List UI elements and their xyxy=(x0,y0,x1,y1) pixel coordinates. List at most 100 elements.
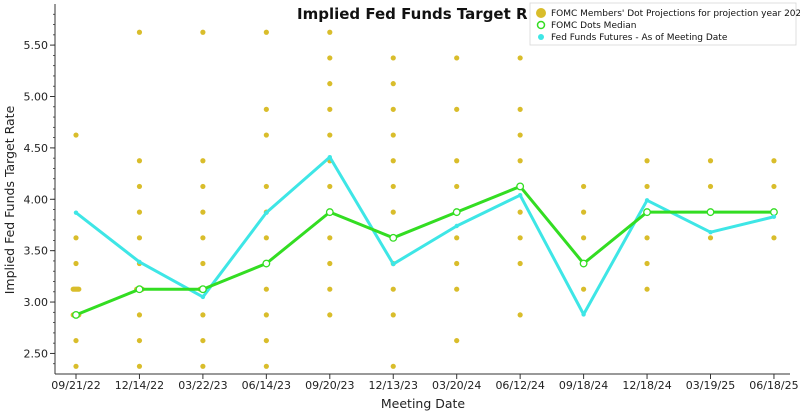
x-tick-label: 03/19/25 xyxy=(686,379,735,392)
dot-projection xyxy=(327,235,333,241)
y-tick-label: 3.50 xyxy=(24,245,49,258)
median-point xyxy=(452,208,461,217)
dot-projection xyxy=(517,235,523,241)
dot-projection xyxy=(390,158,396,164)
dot-projection xyxy=(263,286,269,292)
dot-projection xyxy=(390,132,396,138)
dot-projection xyxy=(136,29,143,35)
x-tick-label: 06/18/25 xyxy=(749,379,798,392)
dot-projection xyxy=(581,235,587,241)
dot-projection xyxy=(517,106,523,112)
dot-projection xyxy=(73,337,79,344)
x-tick-label: 09/21/22 xyxy=(51,379,100,392)
dot-projection xyxy=(517,260,523,267)
dot-projection xyxy=(327,55,333,61)
y-tick-label: 5.00 xyxy=(24,91,49,104)
y-tick-label: 2.50 xyxy=(24,347,49,360)
dot-projection xyxy=(454,337,460,344)
dot-projection xyxy=(263,337,269,344)
dot-projection xyxy=(390,312,396,318)
dot-projection xyxy=(644,158,650,164)
legend: FOMC Members' Dot Projections for projec… xyxy=(529,2,800,46)
legend-median-marker xyxy=(536,20,546,30)
dot-projection xyxy=(517,132,523,138)
dot-projection xyxy=(517,158,523,164)
median-point xyxy=(706,208,715,217)
futures-point xyxy=(581,312,586,317)
legend-median-label: FOMC Dots Median xyxy=(551,21,636,31)
dot-projection xyxy=(200,183,206,190)
dot-projection xyxy=(390,106,396,112)
legend-box xyxy=(529,2,797,46)
dot-projection xyxy=(73,235,79,241)
dot-projection xyxy=(707,158,714,164)
dot-projection xyxy=(263,235,269,241)
median-point xyxy=(262,259,271,268)
dot-projection xyxy=(327,81,333,87)
median-point xyxy=(516,182,525,191)
dot-projection xyxy=(390,55,396,61)
dot-projection xyxy=(263,106,269,112)
dot-projection xyxy=(644,235,650,241)
dot-projection xyxy=(136,363,143,369)
legend-dots-marker xyxy=(536,8,546,18)
y-tick-label: 3.00 xyxy=(24,296,49,309)
futures-point xyxy=(708,229,713,235)
y-tick-label: 4.50 xyxy=(24,142,49,155)
y-tick-label: 4.00 xyxy=(24,193,49,206)
y-axis-label: Implied Fed Funds Target Rate xyxy=(2,105,17,294)
median-line xyxy=(75,184,774,317)
x-tick-label: 12/14/22 xyxy=(115,379,164,392)
dot-projection xyxy=(327,29,333,35)
y-tick-label: 5.50 xyxy=(24,39,49,52)
dot-projection xyxy=(327,106,333,112)
median-point xyxy=(135,285,144,294)
dot-projection xyxy=(136,235,143,241)
median-point xyxy=(72,310,80,319)
dot-projection xyxy=(263,29,269,35)
futures-point xyxy=(200,294,206,300)
x-tick-label: 09/20/23 xyxy=(305,379,354,392)
dot-projection xyxy=(517,209,523,215)
dot-projection xyxy=(707,183,714,190)
dot-projection xyxy=(517,55,523,61)
legend-futures-label: Fed Funds Futures - As of Meeting Date xyxy=(551,33,728,43)
dot-projection xyxy=(327,183,333,190)
dot-projection xyxy=(136,183,143,190)
dot-projection xyxy=(73,260,79,267)
dot-projection xyxy=(581,286,587,292)
dot-projection xyxy=(454,158,460,164)
futures-point xyxy=(391,261,396,267)
dot-projection xyxy=(771,158,777,164)
x-tick-label: 06/14/23 xyxy=(242,379,291,392)
x-axis-label: Meeting Date xyxy=(381,396,466,411)
x-tick-label: 12/18/24 xyxy=(622,379,671,392)
dot-projection xyxy=(200,363,206,369)
dot-projection xyxy=(136,209,143,215)
dot-projection xyxy=(327,286,333,292)
futures-point xyxy=(73,210,79,215)
dot-projection xyxy=(200,312,206,318)
dot-projection xyxy=(327,132,333,138)
dot-projection xyxy=(136,312,143,318)
axes: 2.50 3.00 3.50 4.00 4.50 5.00 5.50 09/21/22 12/1… xyxy=(24,4,799,392)
dot-projection xyxy=(517,312,523,318)
x-tick-label: 03/22/23 xyxy=(178,379,227,392)
dot-projection xyxy=(327,312,333,318)
dot-projection xyxy=(390,209,396,215)
dot-projection xyxy=(263,132,269,138)
dot-projection xyxy=(454,235,460,241)
x-tick-label: 03/20/24 xyxy=(432,379,481,392)
dot-projection xyxy=(263,363,269,369)
median-point xyxy=(198,285,207,294)
dot-projection xyxy=(200,337,206,344)
median-point xyxy=(579,259,588,268)
median-point xyxy=(325,208,334,217)
dot-projection xyxy=(200,158,206,164)
futures-point xyxy=(644,198,650,203)
futures-point xyxy=(517,192,523,198)
dot-projection xyxy=(581,209,587,215)
futures-point xyxy=(264,210,269,215)
